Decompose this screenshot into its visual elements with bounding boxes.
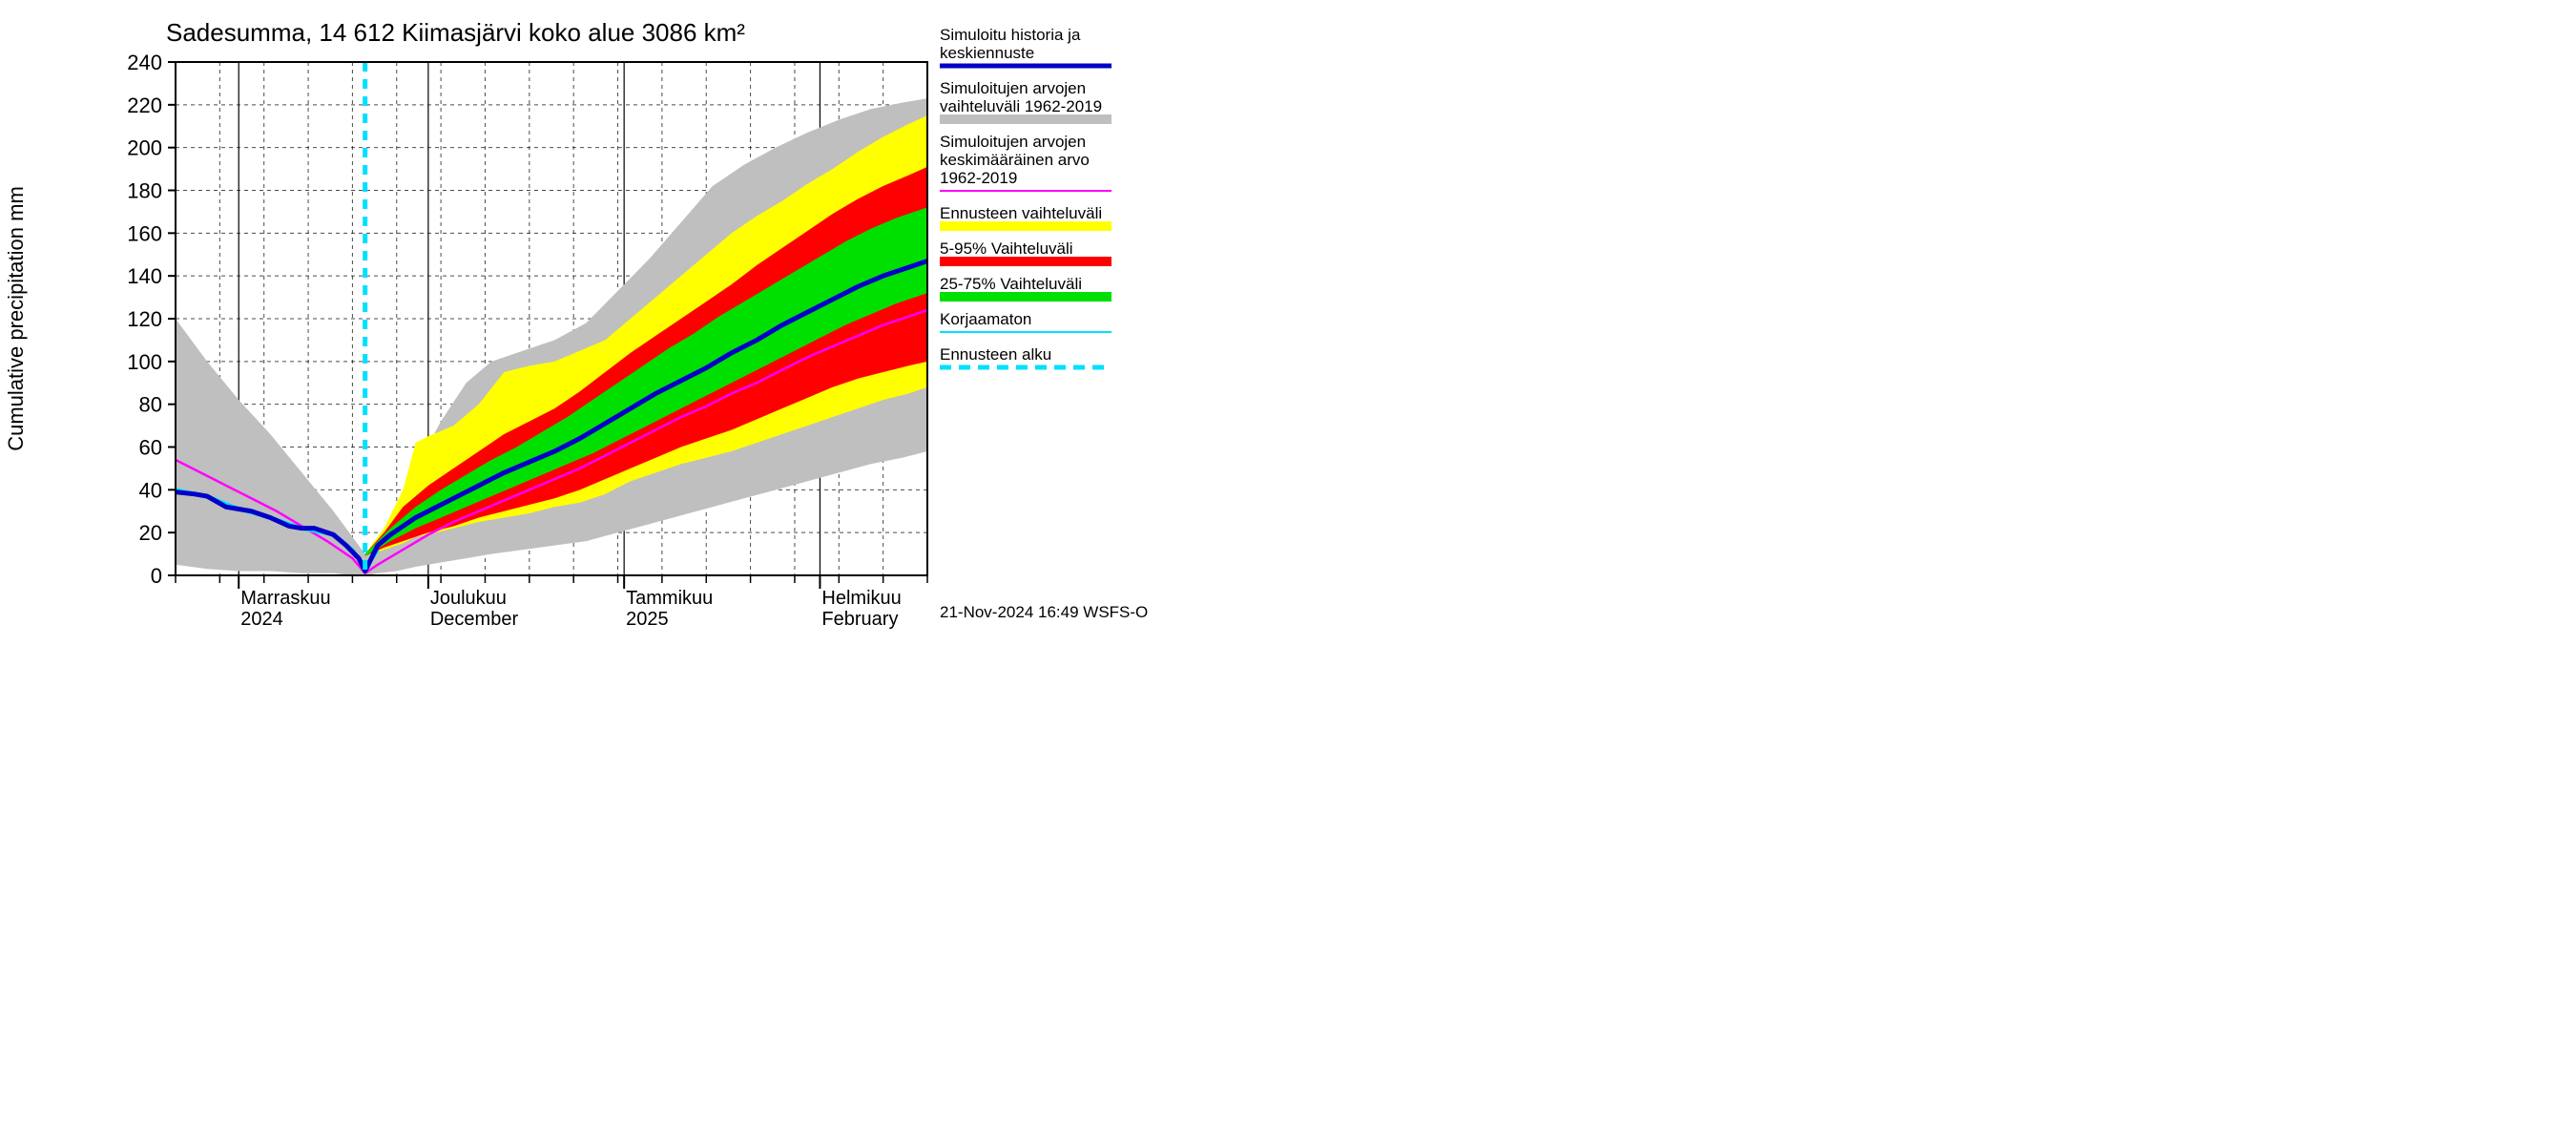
footer-timestamp: 21-Nov-2024 16:49 WSFS-O — [940, 603, 1148, 621]
legend-label: Simuloitujen arvojen — [940, 79, 1086, 97]
legend-swatch — [940, 257, 1111, 266]
y-tick-label: 140 — [127, 264, 162, 288]
y-tick-label: 200 — [127, 136, 162, 160]
y-axis-label: Cumulative precipitation mm — [4, 186, 28, 451]
month-label: Tammikuu — [626, 588, 713, 609]
legend-label: Simuloitu historia ja — [940, 26, 1081, 44]
y-tick-label: 180 — [127, 179, 162, 203]
legend-label: keskiennuste — [940, 44, 1034, 62]
y-tick-label: 60 — [139, 436, 162, 460]
legend-label: 1962-2019 — [940, 169, 1017, 187]
month-label-sub: 2025 — [626, 609, 669, 630]
legend-label: Ennusteen vaihteluväli — [940, 204, 1102, 222]
y-tick-label: 160 — [127, 221, 162, 245]
legend-label: Ennusteen alku — [940, 345, 1051, 364]
legend-swatch — [940, 114, 1111, 124]
legend-label: vaihteluväli 1962-2019 — [940, 97, 1102, 115]
month-label: Marraskuu — [240, 588, 330, 609]
y-tick-label: 0 — [151, 564, 162, 588]
legend-label: keskimääräinen arvo — [940, 151, 1090, 169]
y-tick-label: 220 — [127, 94, 162, 117]
chart-container: { "chart": { "title": "Sadesumma, 14 612… — [0, 0, 1431, 636]
y-tick-label: 20 — [139, 521, 162, 545]
month-label: Helmikuu — [821, 588, 901, 609]
legend-swatch — [940, 221, 1111, 231]
month-label-sub: February — [821, 609, 898, 630]
y-tick-label: 120 — [127, 307, 162, 331]
legend-swatch — [940, 292, 1111, 302]
month-label-sub: December — [430, 609, 519, 630]
legend-label: 5-95% Vaihteluväli — [940, 239, 1073, 258]
month-label: Joulukuu — [430, 588, 507, 609]
y-tick-label: 100 — [127, 350, 162, 374]
legend-label: Korjaamaton — [940, 310, 1031, 328]
chart-title: Sadesumma, 14 612 Kiimasjärvi koko alue … — [166, 18, 745, 47]
y-tick-label: 80 — [139, 393, 162, 417]
legend-label: 25-75% Vaihteluväli — [940, 275, 1082, 293]
chart-svg: Sadesumma, 14 612 Kiimasjärvi koko alue … — [0, 0, 1431, 636]
month-label-sub: 2024 — [240, 609, 283, 630]
y-tick-label: 240 — [127, 51, 162, 74]
y-tick-label: 40 — [139, 478, 162, 502]
legend: Simuloitu historia jakeskiennuste Simuloi… — [940, 26, 1111, 367]
legend-label: Simuloitujen arvojen — [940, 133, 1086, 151]
